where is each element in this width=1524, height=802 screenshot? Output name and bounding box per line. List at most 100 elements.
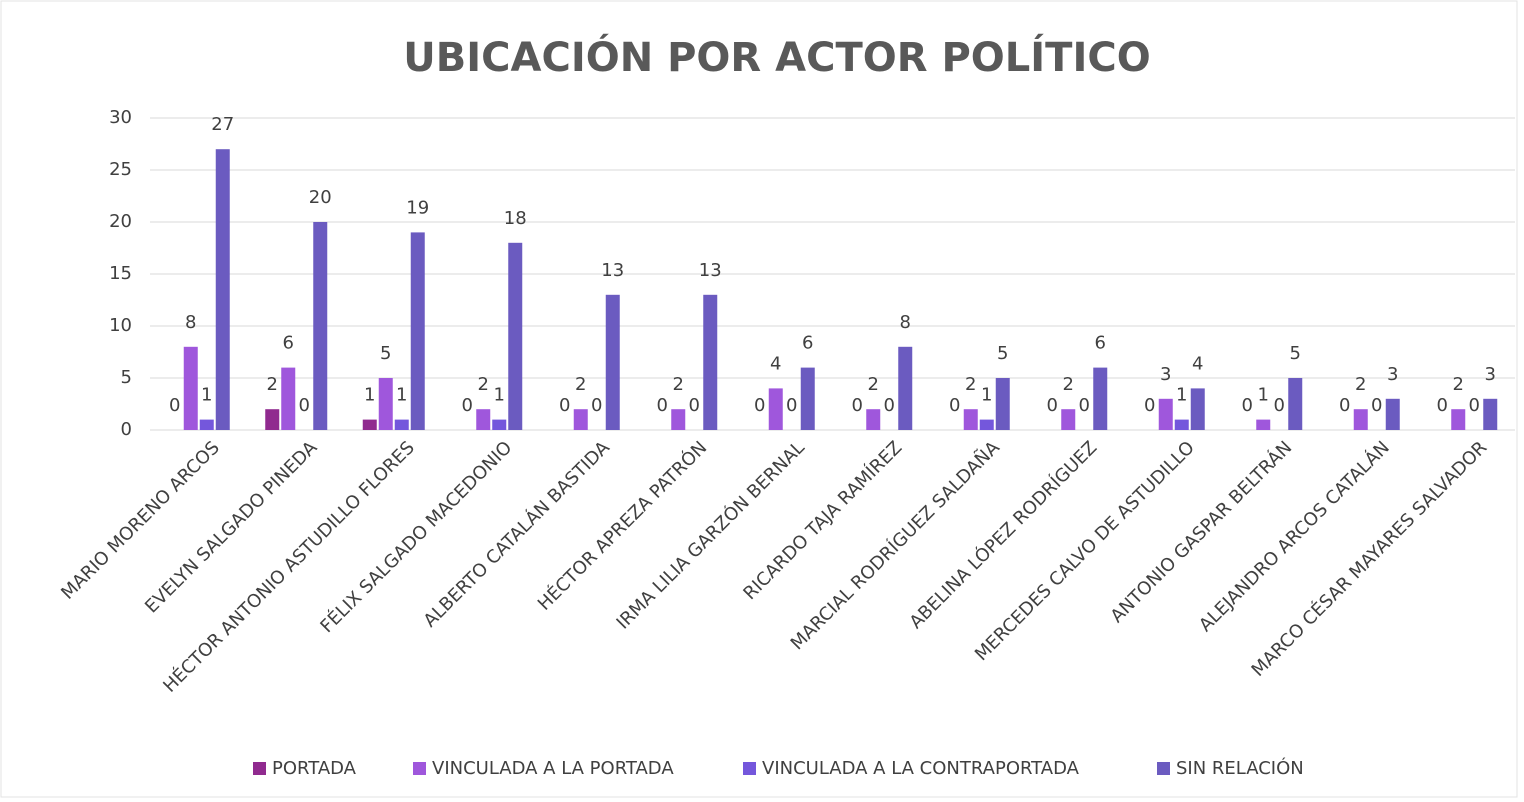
data-label: 2 <box>1355 374 1366 395</box>
data-label: 1 <box>1176 385 1187 406</box>
bar <box>866 409 881 430</box>
bar <box>605 294 620 430</box>
bar <box>768 388 783 430</box>
legend-swatch <box>253 762 266 775</box>
data-label: 1 <box>396 385 407 406</box>
data-label: 1 <box>364 385 375 406</box>
bar <box>476 409 491 430</box>
data-label: 0 <box>884 395 895 416</box>
bar <box>995 378 1010 430</box>
bar <box>378 378 393 430</box>
data-label: 18 <box>504 208 527 229</box>
chart-title: UBICACIÓN POR ACTOR POLÍTICO <box>403 33 1150 81</box>
legend-label: VINCULADA A LA PORTADA <box>432 758 674 779</box>
data-label: 0 <box>949 395 960 416</box>
data-label: 0 <box>299 395 310 416</box>
legend-swatch <box>743 762 756 775</box>
y-tick-label: 5 <box>121 367 132 388</box>
bar <box>313 222 328 430</box>
legend-swatch <box>1157 762 1170 775</box>
data-label: 27 <box>211 114 234 135</box>
data-label: 4 <box>770 353 781 374</box>
data-label: 2 <box>965 374 976 395</box>
bar <box>671 409 686 430</box>
data-label: 2 <box>673 374 684 395</box>
data-label: 0 <box>754 395 765 416</box>
data-label: 8 <box>900 312 911 333</box>
bar <box>898 346 913 430</box>
legend-label: PORTADA <box>272 758 357 779</box>
bar <box>492 419 507 430</box>
bar <box>1483 398 1498 430</box>
data-label: 0 <box>852 395 863 416</box>
bar <box>1158 398 1173 430</box>
bar <box>1256 419 1271 430</box>
data-label: 6 <box>283 333 294 354</box>
bar <box>1385 398 1400 430</box>
data-label: 0 <box>1437 395 1448 416</box>
data-label: 4 <box>1192 353 1203 374</box>
data-label: 1 <box>1258 385 1269 406</box>
bar <box>1061 409 1076 430</box>
data-label: 3 <box>1387 364 1398 385</box>
data-label: 0 <box>786 395 797 416</box>
data-label: 2 <box>267 374 278 395</box>
y-tick-label: 15 <box>109 263 132 284</box>
bar <box>1288 378 1303 430</box>
data-label: 0 <box>1469 395 1480 416</box>
data-label: 6 <box>802 333 813 354</box>
data-label: 0 <box>559 395 570 416</box>
data-label: 8 <box>185 312 196 333</box>
data-label: 0 <box>1079 395 1090 416</box>
data-label: 20 <box>309 187 332 208</box>
data-label: 13 <box>699 260 722 281</box>
data-label: 0 <box>1371 395 1382 416</box>
data-label: 0 <box>1047 395 1058 416</box>
bar <box>800 367 815 430</box>
data-label: 3 <box>1485 364 1496 385</box>
bar <box>1190 388 1205 430</box>
data-label: 0 <box>657 395 668 416</box>
bar <box>1451 409 1466 430</box>
data-label: 2 <box>575 374 586 395</box>
bar <box>281 367 296 430</box>
y-tick-label: 10 <box>109 315 132 336</box>
data-label: 6 <box>1095 333 1106 354</box>
legend-label: SIN RELACIÓN <box>1176 757 1304 779</box>
bar <box>979 419 994 430</box>
data-label: 0 <box>1274 395 1285 416</box>
bar <box>183 346 198 430</box>
y-tick-label: 30 <box>109 107 132 128</box>
bar <box>394 419 409 430</box>
y-tick-label: 25 <box>109 159 132 180</box>
data-label: 2 <box>1063 374 1074 395</box>
data-label: 1 <box>981 385 992 406</box>
bar <box>215 149 230 430</box>
data-label: 0 <box>1339 395 1350 416</box>
data-label: 0 <box>169 395 180 416</box>
legend-label: VINCULADA A LA CONTRAPORTADA <box>762 758 1080 779</box>
y-tick-label: 20 <box>109 211 132 232</box>
data-label: 2 <box>868 374 879 395</box>
bar <box>410 232 425 430</box>
data-label: 19 <box>406 197 429 218</box>
data-label: 0 <box>1144 395 1155 416</box>
bar <box>508 242 523 430</box>
bar <box>573 409 588 430</box>
data-label: 2 <box>478 374 489 395</box>
data-label: 5 <box>380 343 391 364</box>
bar <box>703 294 718 430</box>
bar <box>265 409 280 430</box>
bar <box>963 409 978 430</box>
data-label: 5 <box>1290 343 1301 364</box>
bar <box>362 419 377 430</box>
data-label: 0 <box>689 395 700 416</box>
bar <box>1174 419 1189 430</box>
data-label: 3 <box>1160 364 1171 385</box>
data-label: 2 <box>1453 374 1464 395</box>
data-label: 0 <box>462 395 473 416</box>
data-label: 13 <box>601 260 624 281</box>
bar <box>1353 409 1368 430</box>
